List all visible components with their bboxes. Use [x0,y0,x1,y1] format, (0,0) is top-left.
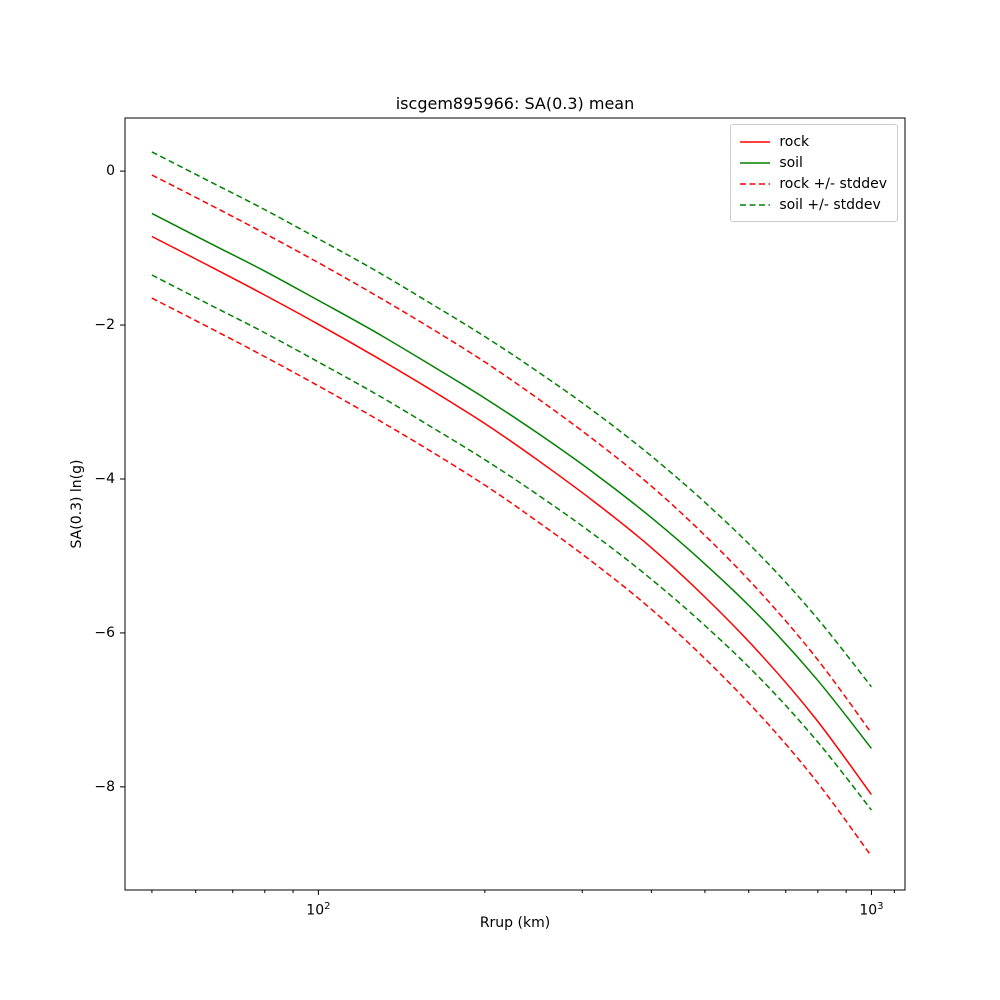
legend-item: rock [740,131,887,152]
chart-title: iscgem895966: SA(0.3) mean [395,94,635,113]
legend-item: rock +/- stddev [740,173,887,194]
series-line-rock-plus-stddev [151,174,873,734]
legend-label: rock [779,133,810,150]
legend-label: soil [779,154,803,171]
axes-spines [124,117,906,891]
series-line-soil-plus-stddev [151,151,872,688]
series-line-rock [151,235,873,796]
legend-label: rock +/- stddev [779,175,887,192]
legend-line-sample [740,161,771,164]
legend-label: soil +/- stddev [779,196,881,213]
legend-line-sample [740,182,771,185]
y-tick-label: −8 [94,778,115,795]
legend-item: soil +/- stddev [740,194,887,215]
y-tick-label: −4 [94,470,115,487]
y-tick-label: −2 [94,317,115,334]
legend-line-sample [740,203,771,206]
series-line-soil [151,212,872,749]
x-tick-label: 103 [859,901,884,919]
legend-line-sample [740,140,771,143]
legend-item: soil [740,152,887,173]
y-tick-label: 0 [106,163,115,180]
x-axis-label: Rrup (km) [479,915,551,931]
legend: rock soil rock +/- stddev soil +/- stddev [730,124,898,222]
x-tick-label: 102 [306,901,331,919]
series-line-rock-minus-stddev [151,297,873,857]
series-line-soil-minus-stddev [151,274,872,811]
y-tick-label: −6 [94,624,115,641]
